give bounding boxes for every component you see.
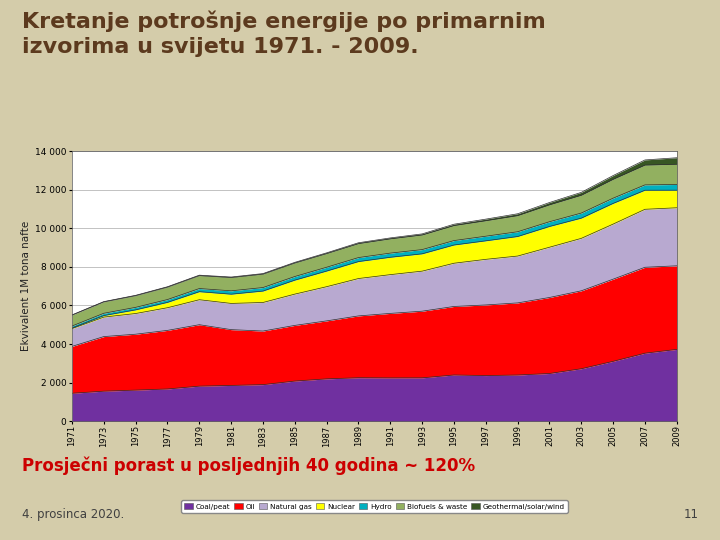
Text: Prosječni porast u posljednjih 40 godina ~ 120%: Prosječni porast u posljednjih 40 godina… (22, 457, 474, 475)
Text: 4. prosinca 2020.: 4. prosinca 2020. (22, 508, 124, 521)
Text: 11: 11 (683, 508, 698, 521)
Legend: Coal/peat, Oil, Natural gas, Nuclear, Hydro, Biofuels & waste, Geothermal/solar/: Coal/peat, Oil, Natural gas, Nuclear, Hy… (181, 501, 567, 512)
Text: Kretanje potrošnje energije po primarnim
izvorima u svijetu 1971. - 2009.: Kretanje potrošnje energije po primarnim… (22, 11, 545, 57)
Y-axis label: Ekvivalent 1M tona nafte: Ekvivalent 1M tona nafte (21, 221, 31, 352)
